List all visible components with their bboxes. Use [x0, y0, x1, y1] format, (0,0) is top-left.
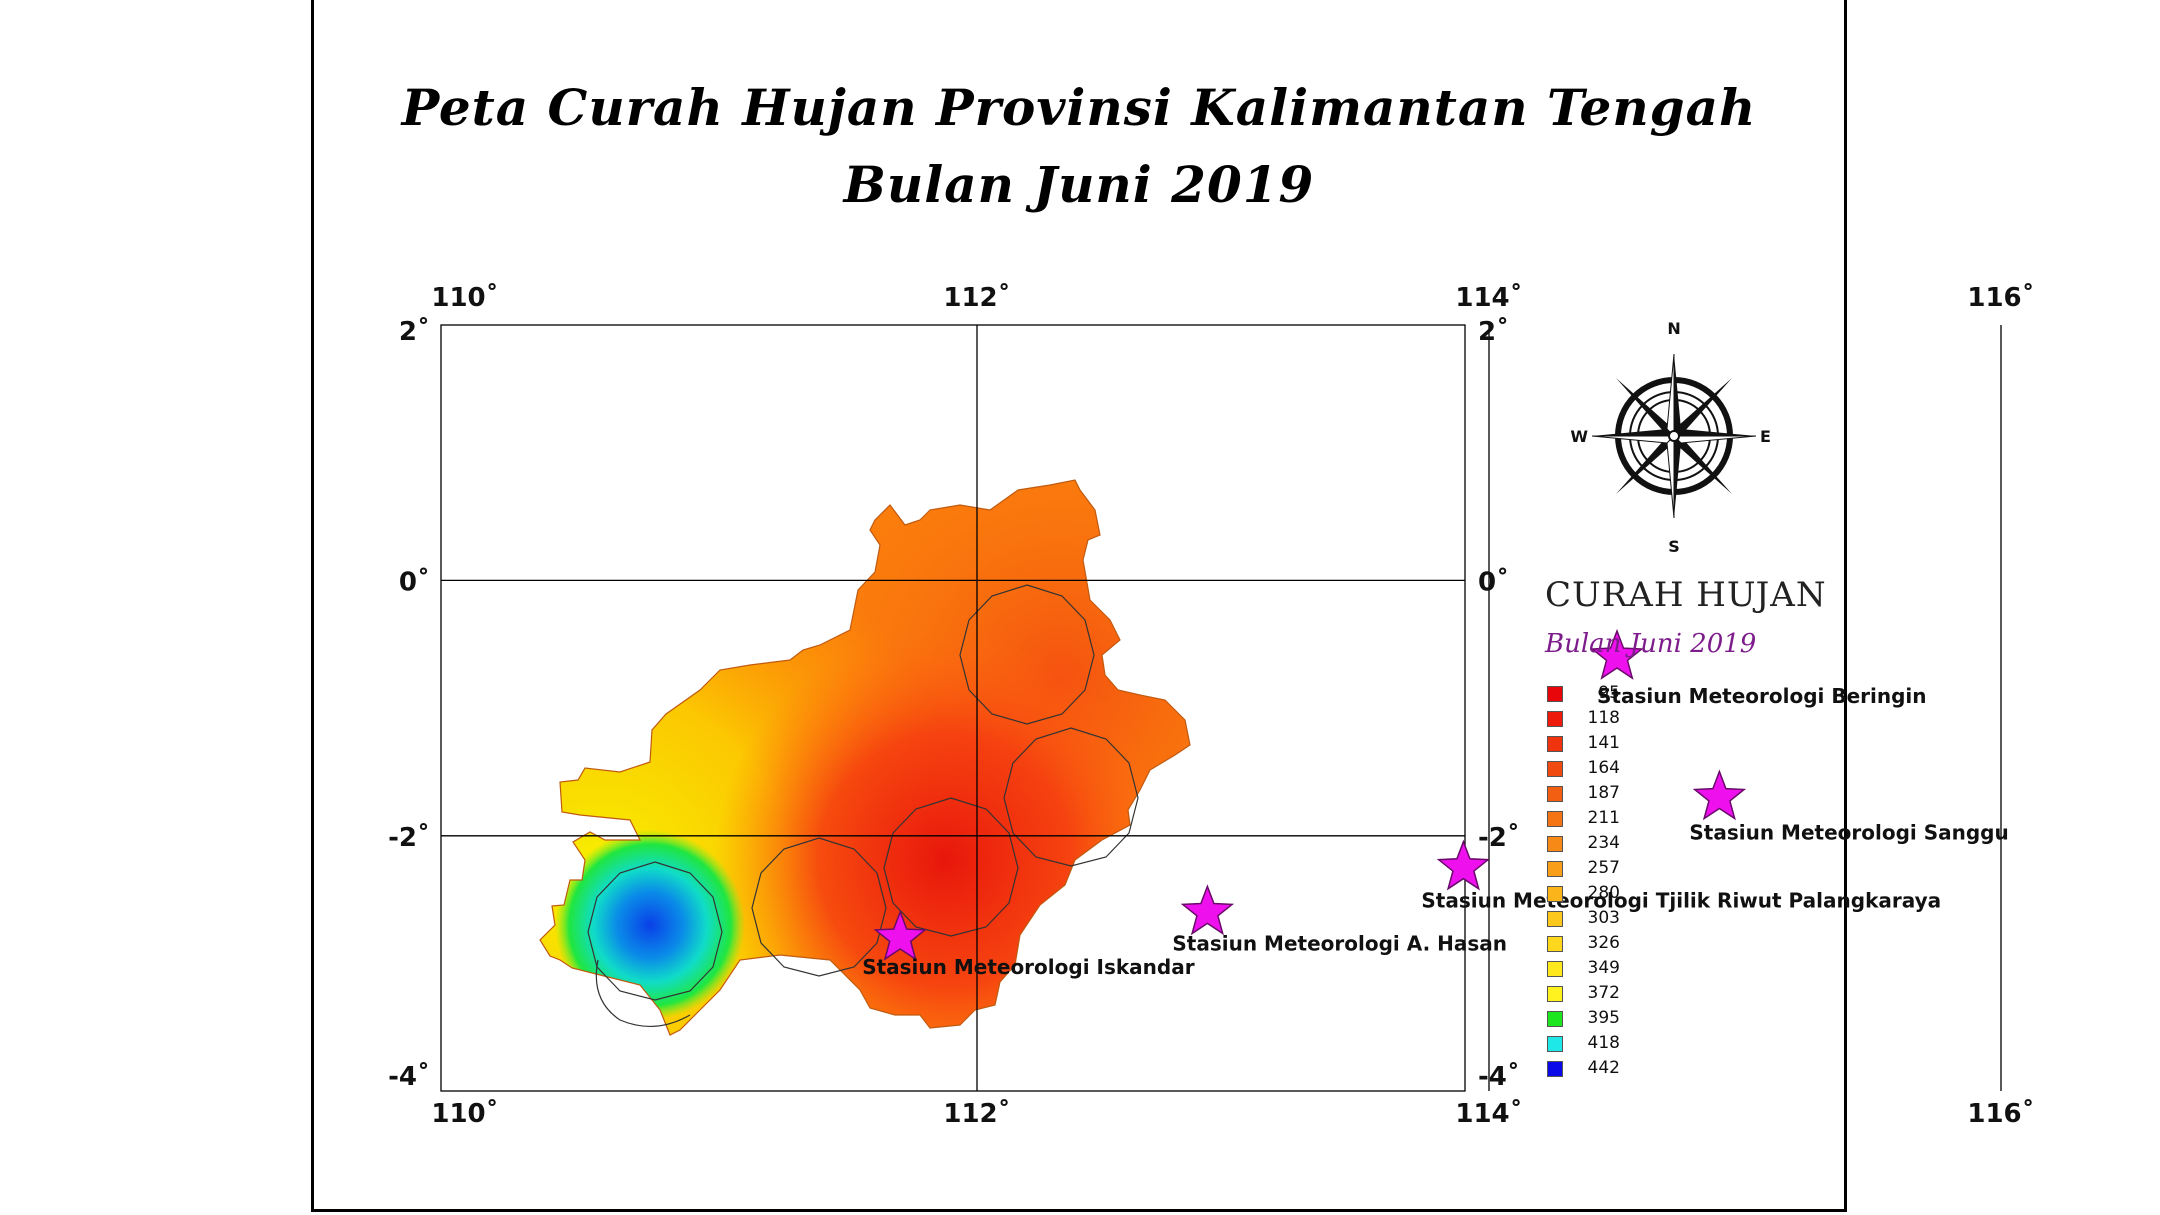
compass-rose-icon: N S W E [1570, 319, 1771, 556]
compass-north-label: N [1667, 319, 1680, 338]
station-star-icon[interactable] [1692, 769, 1747, 821]
legend-item: 95 [1545, 683, 1845, 708]
station-label: Stasiun Meteorologi Sanggu [1689, 820, 2008, 844]
legend-swatch [1547, 736, 1563, 752]
latitude-tick-right: 2˚ [1478, 316, 1509, 347]
latitude-tick-left: -2˚ [388, 822, 430, 853]
legend-swatch [1547, 961, 1563, 977]
legend-item: 257 [1545, 858, 1845, 883]
legend-value: 280 [1587, 883, 1620, 903]
legend-swatch [1547, 786, 1563, 802]
longitude-tick-top: 116˚ [1967, 282, 2034, 313]
longitude-tick-top: 112˚ [943, 282, 1010, 313]
legend-value: 118 [1587, 708, 1620, 728]
station-star-icon[interactable] [873, 909, 927, 961]
longitude-tick-bottom: 116˚ [1967, 1098, 2034, 1129]
legend-heading: CURAH HUJAN [1545, 575, 1827, 615]
latitude-tick-right: -4˚ [1478, 1061, 1520, 1092]
map-grid-lines [441, 325, 2002, 1091]
legend-swatch [1547, 1036, 1563, 1052]
legend-swatch [1547, 686, 1563, 702]
legend-item: 164 [1545, 758, 1845, 783]
legend-value: 95 [1598, 683, 1620, 703]
latitude-tick-left: -4˚ [388, 1061, 430, 1092]
compass-east-label: E [1760, 427, 1771, 446]
latitude-tick-right: 0˚ [1478, 566, 1509, 597]
station-star-icon[interactable] [1590, 628, 1644, 680]
legend-swatch [1547, 711, 1563, 727]
station-label: Stasiun Meteorologi Beringin [1597, 684, 1927, 708]
legend-item: 141 [1545, 733, 1845, 758]
legend-swatch [1547, 836, 1563, 852]
longitude-tick-top: 114˚ [1455, 282, 1522, 313]
legend-swatch [1547, 886, 1563, 902]
longitude-tick-bottom: 110˚ [431, 1098, 498, 1129]
legend-item: 280 [1545, 883, 1845, 908]
legend-item: 326 [1545, 933, 1845, 958]
legend-value: 164 [1587, 758, 1620, 778]
legend-value: 187 [1587, 783, 1620, 803]
legend-value: 418 [1587, 1033, 1620, 1053]
station-star-icon[interactable] [1436, 839, 1491, 891]
legend-value: 303 [1587, 908, 1620, 928]
station-label: Stasiun Meteorologi Tjilik Riwut Palangk… [1421, 889, 1941, 913]
rainfall-surface [540, 480, 1190, 1035]
legend-item: 118 [1545, 708, 1845, 733]
legend-value: 442 [1587, 1058, 1620, 1078]
station-influence-rings [587, 584, 1139, 1028]
legend-value: 372 [1587, 983, 1620, 1003]
legend-value: 141 [1587, 733, 1620, 753]
map-grid [440, 324, 1466, 1092]
legend-swatch [1547, 1061, 1563, 1077]
legend-item: 349 [1545, 958, 1845, 983]
compass-west-label: W [1570, 427, 1588, 446]
legend-swatch [1547, 861, 1563, 877]
station-label: Stasiun Meteorologi Iskandar [862, 955, 1195, 979]
legend-swatch [1547, 936, 1563, 952]
latitude-tick-left: 2˚ [399, 316, 430, 347]
legend-value: 395 [1587, 1008, 1620, 1028]
longitude-tick-bottom: 112˚ [943, 1098, 1010, 1129]
legend-swatch [1547, 986, 1563, 1002]
legend-value: 326 [1587, 933, 1620, 953]
compass-south-label: S [1668, 537, 1680, 556]
legend-subtitle: Bulan Juni 2019 [1545, 629, 1757, 659]
legend-swatch [1547, 1011, 1563, 1027]
station-star-icon[interactable] [1180, 884, 1235, 936]
legend-item: 234 [1545, 833, 1845, 858]
legend-item: 395 [1545, 1008, 1845, 1033]
legend-item: 303 [1545, 908, 1845, 933]
latitude-tick-left: 0˚ [399, 566, 430, 597]
legend-item: 372 [1545, 983, 1845, 1008]
legend-item: 418 [1545, 1033, 1845, 1058]
station-label: Stasiun Meteorologi A. Hasan [1172, 931, 1507, 955]
legend-value: 257 [1587, 858, 1620, 878]
latitude-tick-right: -2˚ [1478, 822, 1520, 853]
map-subtitle: Bulan Juni 2019 [843, 155, 1315, 214]
legend-value: 234 [1587, 833, 1620, 853]
stations-layer: Stasiun Meteorologi Beringin Stasiun Mete… [862, 628, 2009, 979]
legend-value: 349 [1587, 958, 1620, 978]
legend-swatch [1547, 811, 1563, 827]
legend-item: 211 [1545, 808, 1845, 833]
legend-swatch [1547, 911, 1563, 927]
legend-item: 187 [1545, 783, 1845, 808]
map-tick-labels: 110˚110˚112˚112˚114˚114˚116˚116˚118˚118˚… [388, 282, 2035, 1129]
legend-swatch [1547, 761, 1563, 777]
legend-items: 95 118 141 164 187 211 234 257 280 303 326 349 372 39… [1545, 683, 1845, 1083]
legend-value: 211 [1587, 808, 1620, 828]
legend: CURAH HUJAN Bulan Juni 2019 95 118 141 164 1… [1545, 575, 1845, 1083]
longitude-tick-top: 110˚ [431, 282, 498, 313]
map-title: Peta Curah Hujan Provinsi Kalimantan Ten… [401, 78, 1757, 137]
legend-item: 442 [1545, 1058, 1845, 1083]
longitude-tick-bottom: 114˚ [1455, 1098, 1522, 1129]
